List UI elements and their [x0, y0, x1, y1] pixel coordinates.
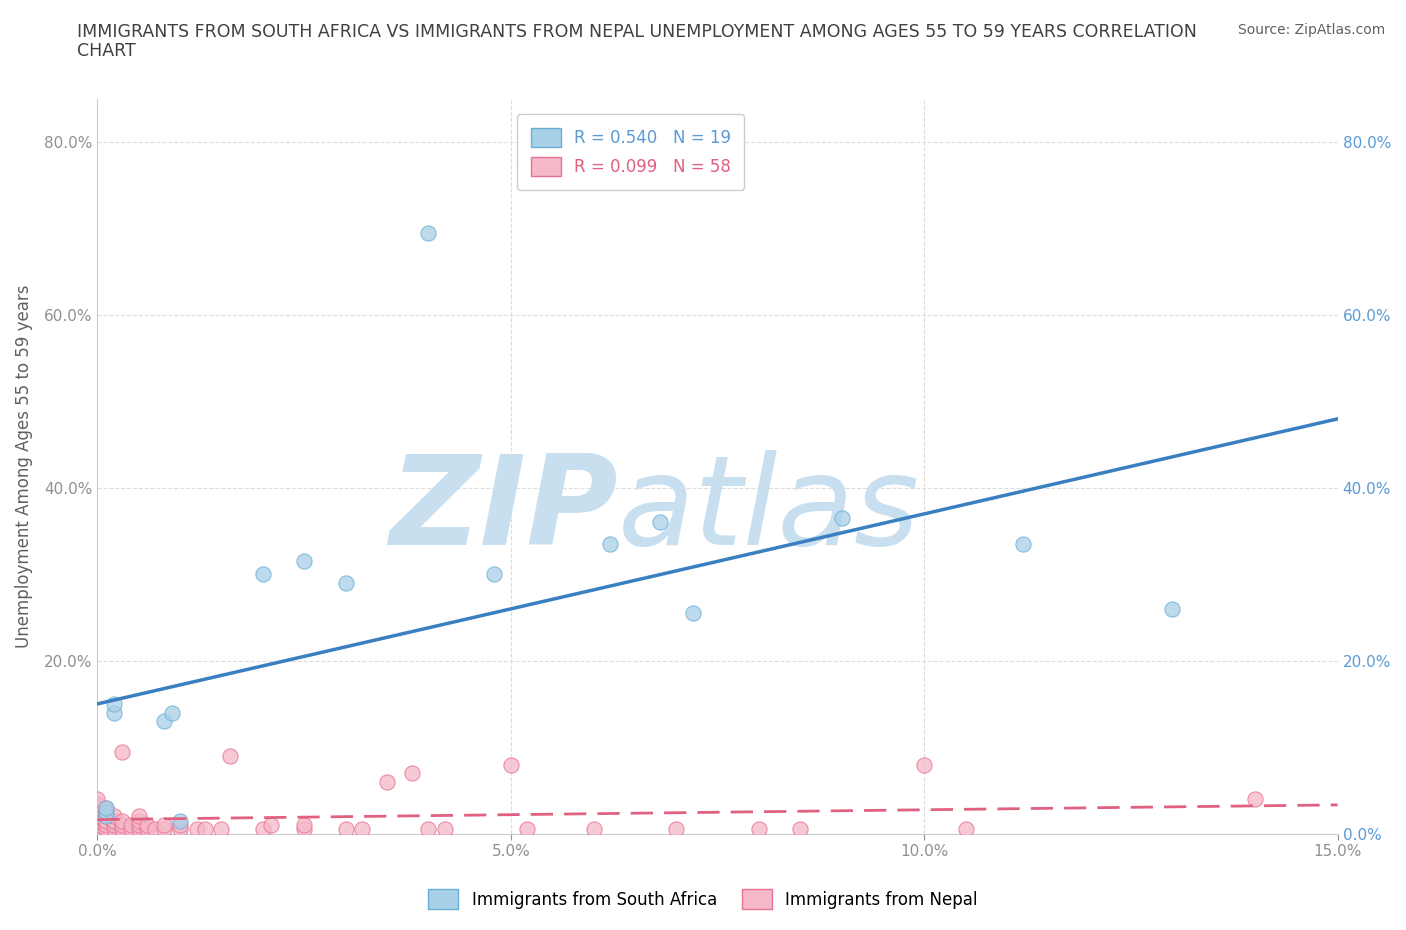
Point — [128, 809, 150, 824]
Point — [143, 822, 166, 837]
Point — [86, 814, 108, 829]
Text: ZIP: ZIP — [389, 450, 619, 571]
Point — [94, 809, 117, 824]
Point — [252, 567, 274, 582]
Legend: R = 0.540   N = 19, R = 0.099   N = 58: R = 0.540 N = 19, R = 0.099 N = 58 — [517, 114, 744, 190]
Point — [94, 817, 117, 832]
Point — [120, 817, 142, 832]
Text: atlas: atlas — [619, 450, 921, 571]
Point — [831, 511, 853, 525]
Point — [103, 697, 125, 711]
Point — [103, 817, 125, 832]
Point — [111, 814, 134, 829]
Point — [418, 822, 440, 837]
Point — [152, 822, 174, 837]
Point — [599, 537, 621, 551]
Point — [211, 822, 233, 837]
Point — [128, 817, 150, 832]
Point — [103, 809, 125, 824]
Text: Source: ZipAtlas.com: Source: ZipAtlas.com — [1237, 23, 1385, 37]
Point — [128, 814, 150, 829]
Point — [111, 744, 134, 759]
Point — [86, 801, 108, 816]
Point — [682, 605, 704, 620]
Point — [252, 822, 274, 837]
Point — [169, 814, 191, 829]
Point — [86, 804, 108, 819]
Point — [648, 515, 671, 530]
Point — [194, 822, 217, 837]
Point — [292, 817, 315, 832]
Point — [86, 796, 108, 811]
Point — [169, 817, 191, 832]
Point — [103, 814, 125, 829]
Point — [418, 225, 440, 240]
Point — [260, 817, 283, 832]
Point — [86, 817, 108, 832]
Point — [128, 822, 150, 837]
Point — [94, 822, 117, 837]
Point — [789, 822, 811, 837]
Point — [582, 822, 605, 837]
Y-axis label: Unemployment Among Ages 55 to 59 years: Unemployment Among Ages 55 to 59 years — [15, 285, 32, 648]
Point — [160, 705, 183, 720]
Point — [484, 567, 506, 582]
Point — [136, 817, 159, 832]
Point — [169, 822, 191, 837]
Point — [292, 822, 315, 837]
Point — [136, 822, 159, 837]
Text: IMMIGRANTS FROM SOUTH AFRICA VS IMMIGRANTS FROM NEPAL UNEMPLOYMENT AMONG AGES 55: IMMIGRANTS FROM SOUTH AFRICA VS IMMIGRAN… — [77, 23, 1197, 41]
Point — [86, 809, 108, 824]
Point — [152, 817, 174, 832]
Point — [94, 809, 117, 824]
Point — [335, 576, 357, 591]
Point — [1012, 537, 1035, 551]
Point — [103, 822, 125, 837]
Point — [433, 822, 456, 837]
Point — [94, 804, 117, 819]
Text: CHART: CHART — [77, 42, 136, 60]
Point — [335, 822, 357, 837]
Point — [499, 757, 522, 772]
Point — [152, 714, 174, 729]
Point — [111, 822, 134, 837]
Point — [375, 775, 398, 790]
Point — [955, 822, 977, 837]
Point — [120, 822, 142, 837]
Point — [912, 757, 935, 772]
Point — [94, 804, 117, 819]
Point — [103, 705, 125, 720]
Point — [218, 749, 240, 764]
Point — [186, 822, 208, 837]
Point — [94, 814, 117, 829]
Point — [1161, 602, 1184, 617]
Point — [94, 801, 117, 816]
Point — [401, 765, 423, 780]
Point — [292, 554, 315, 569]
Point — [350, 822, 373, 837]
Legend: Immigrants from South Africa, Immigrants from Nepal: Immigrants from South Africa, Immigrants… — [420, 881, 986, 917]
Point — [94, 801, 117, 816]
Point — [111, 817, 134, 832]
Point — [86, 822, 108, 837]
Point — [1244, 791, 1267, 806]
Point — [86, 791, 108, 806]
Point — [665, 822, 688, 837]
Point — [516, 822, 538, 837]
Point — [748, 822, 770, 837]
